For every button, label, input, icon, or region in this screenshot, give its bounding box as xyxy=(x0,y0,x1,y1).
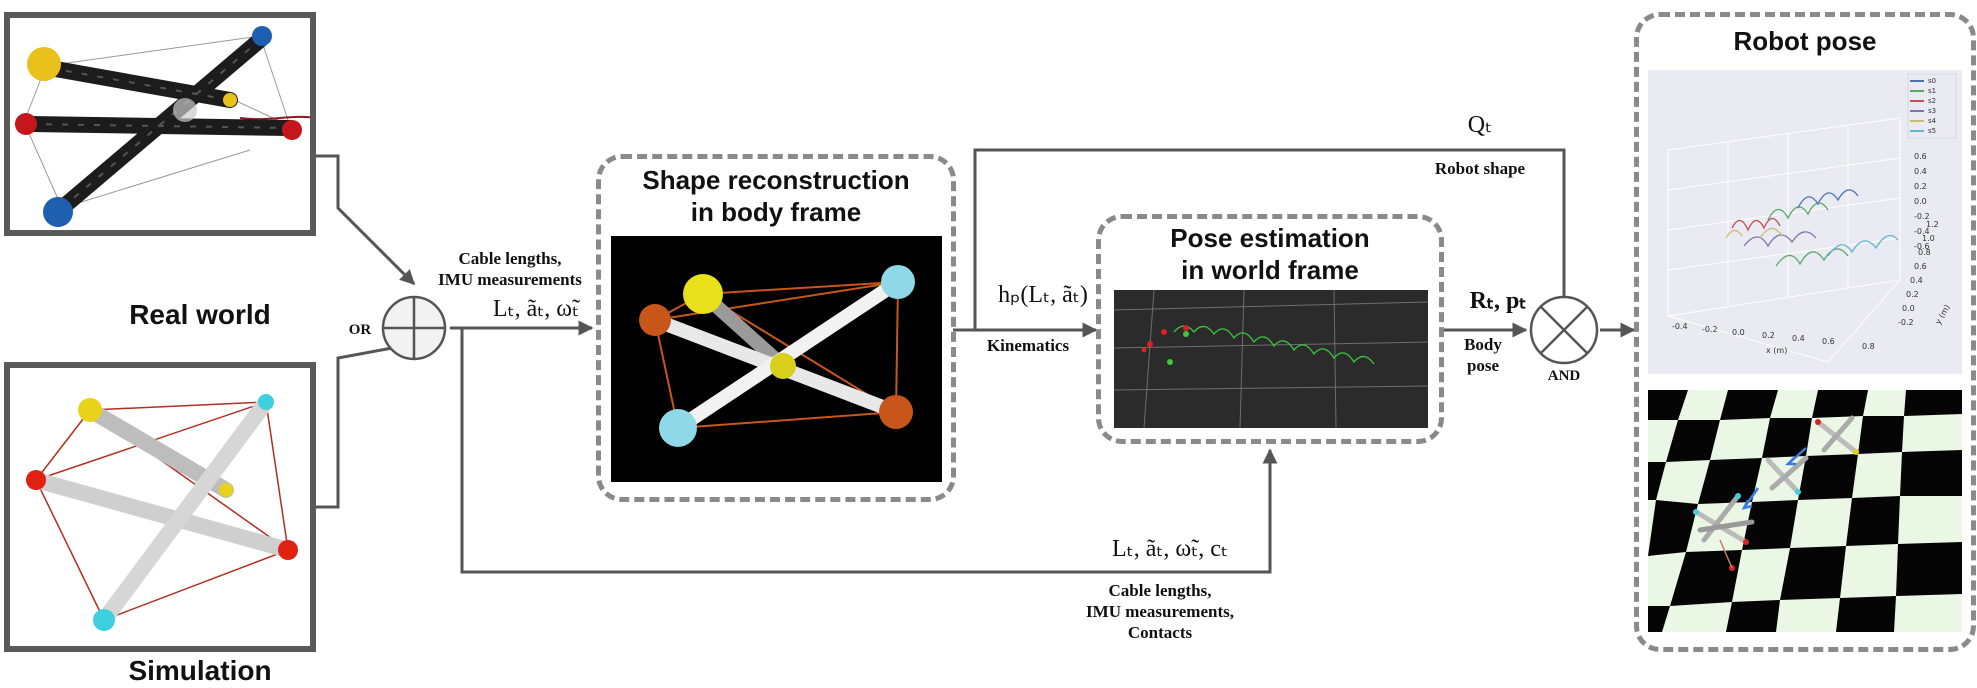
legend-swatch xyxy=(1910,100,1924,102)
robot-shape-label: Robot shape xyxy=(1434,159,1526,178)
y-tick-label: 1.2 xyxy=(1926,220,1939,229)
plot-legend xyxy=(1907,73,1957,139)
z-tick-label: -0.6 xyxy=(1914,242,1930,251)
x-tick-label: 0.8 xyxy=(1862,342,1875,351)
inputs-math: Lₜ, ãₜ, ω̃ₜ xyxy=(492,296,580,322)
bottom-line-1: Cable lengths, xyxy=(1108,581,1212,600)
and-label: AND xyxy=(1547,368,1581,384)
pose-title-line-1: Pose estimation xyxy=(1170,223,1370,253)
simulation-label: Simulation xyxy=(128,655,272,686)
y-tick-label: -0.2 xyxy=(1898,318,1914,327)
simulated-robot-render xyxy=(26,394,298,631)
bottom-line-3: Contacts xyxy=(1127,623,1193,642)
cable-imu-line-1: Cable lengths, xyxy=(458,249,562,268)
legend-swatch xyxy=(1910,120,1924,122)
legend-entry: s0 xyxy=(1910,76,1956,86)
real-world-label: Real world xyxy=(129,299,271,330)
x-tick-label: 0.2 xyxy=(1762,331,1775,340)
bottom-math: Lₜ, ãₜ, ω̃ₜ, cₜ xyxy=(1111,536,1229,562)
x-tick-label: -0.2 xyxy=(1702,325,1718,334)
shape-render xyxy=(611,236,942,482)
x-tick-label: -0.4 xyxy=(1672,322,1688,331)
robot-pose-title: Robot pose xyxy=(1733,26,1877,56)
checkerboard-floor xyxy=(1648,390,1962,632)
real-robot-photo xyxy=(15,26,310,227)
y-tick-label: 0.6 xyxy=(1914,262,1927,271)
legend-entry: s5 xyxy=(1910,126,1956,136)
body-pose-label: Body pose xyxy=(1448,334,1518,376)
legend-entry: s4 xyxy=(1910,116,1956,126)
robot-pose-box xyxy=(1634,12,1976,652)
legend-label: s0 xyxy=(1928,77,1937,85)
z-tick-label: -0.2 xyxy=(1914,212,1930,221)
pose-estimation-title: Pose estimation in world frame xyxy=(1096,222,1444,286)
checkerboard-sim xyxy=(1648,390,1962,632)
legend-label: s5 xyxy=(1928,127,1937,135)
y-tick-label: 0.8 xyxy=(1918,248,1931,257)
real-world-panel xyxy=(4,12,316,236)
z-tick-label: 0.4 xyxy=(1914,167,1927,176)
legend-swatch xyxy=(1910,130,1924,132)
z-tick-label: -0.4 xyxy=(1914,227,1930,236)
legend-label: s2 xyxy=(1928,97,1937,105)
shape-reconstruction-box xyxy=(596,154,956,502)
kinematics-label: Kinematics xyxy=(986,336,1070,355)
or-operator-symbol xyxy=(381,295,447,361)
bottom-line-2: IMU measurements, xyxy=(1086,602,1234,621)
pose-estimation-render xyxy=(1114,290,1428,428)
z-tick-label: 0.6 xyxy=(1914,152,1927,161)
x-axis-label: x (m) xyxy=(1766,346,1788,355)
cable-imu-label: Cable lengths, IMU measurements xyxy=(420,248,600,290)
or-label: OR xyxy=(348,322,372,338)
trajectory-3d-plot: s0 s1 s2 s3 s4 s5 -0.4 -0.2 0.0 0.2 0.4 0.6 0.8 x (… xyxy=(1648,70,1962,374)
z-tick-label: 0.2 xyxy=(1914,182,1927,191)
legend-label: s3 xyxy=(1928,107,1937,115)
x-tick-label: 0.4 xyxy=(1792,334,1805,343)
shape-title-line-1: Shape reconstruction xyxy=(642,165,910,195)
pose-title-line-2: in world frame xyxy=(1181,255,1359,285)
shape-reconstruction-title: Shape reconstruction in body frame xyxy=(596,164,956,228)
legend-label: s4 xyxy=(1928,117,1937,125)
y-tick-label: 0.4 xyxy=(1910,276,1923,285)
bottom-label: Cable lengths, IMU measurements, Contact… xyxy=(1060,580,1260,643)
pose-estimation-box xyxy=(1096,214,1444,444)
legend-swatch xyxy=(1910,110,1924,112)
y-tick-label: 1.0 xyxy=(1922,234,1935,243)
legend-entry: s2 xyxy=(1910,96,1956,106)
x-tick-label: 0.6 xyxy=(1822,337,1835,346)
simulation-panel xyxy=(4,362,316,652)
body-pose-line-2: pose xyxy=(1466,356,1500,375)
legend-swatch xyxy=(1910,80,1924,82)
pose-math: Rₜ, pₜ xyxy=(1469,288,1527,314)
shape-math: Qₜ xyxy=(1467,112,1493,138)
kinematics-math: hₚ(Lₜ, ãₜ) xyxy=(998,282,1088,308)
and-operator-symbol xyxy=(1529,295,1599,365)
z-tick-label: 0.0 xyxy=(1914,197,1927,206)
shape-title-line-2: in body frame xyxy=(690,197,862,227)
legend-swatch xyxy=(1910,90,1924,92)
body-pose-line-1: Body xyxy=(1464,335,1502,354)
x-tick-label: 0.0 xyxy=(1732,328,1745,337)
legend-label: s1 xyxy=(1928,87,1937,95)
y-tick-label: 0.2 xyxy=(1906,290,1919,299)
legend-items: s0 s1 s2 s3 s4 s5 xyxy=(1910,76,1956,136)
y-tick-label: 0.0 xyxy=(1902,304,1915,313)
legend-entry: s3 xyxy=(1910,106,1956,116)
cable-imu-line-2: IMU measurements xyxy=(438,270,582,289)
legend-entry: s1 xyxy=(1910,86,1956,96)
